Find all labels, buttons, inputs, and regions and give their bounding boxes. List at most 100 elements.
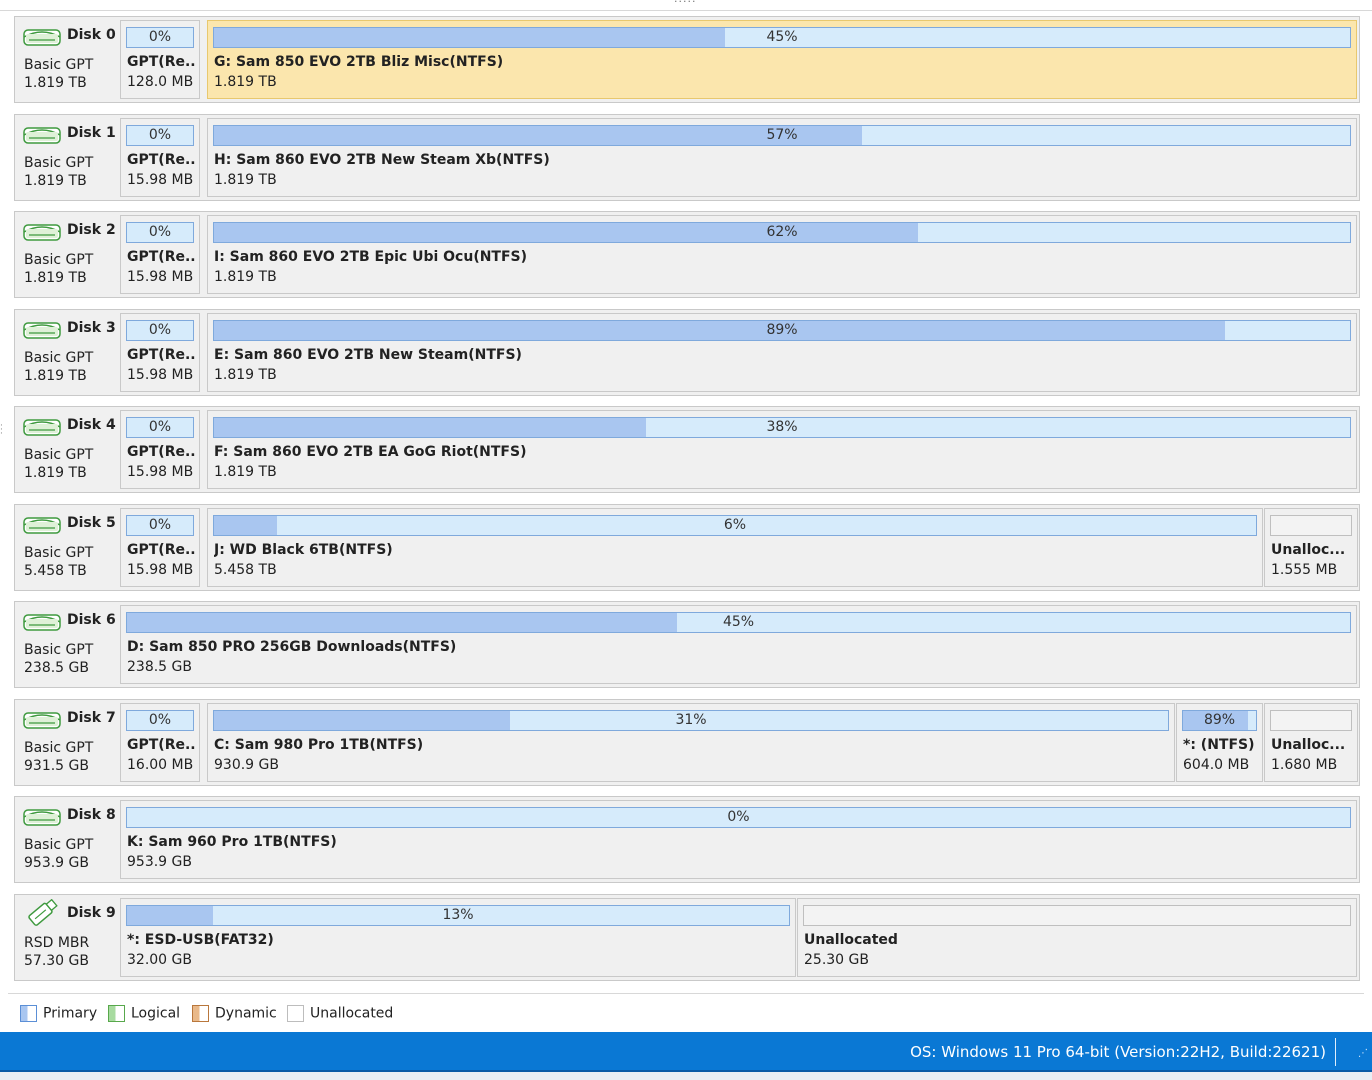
partition-size: 16.00 MB xyxy=(127,756,194,773)
usage-percent: 0% xyxy=(148,711,172,728)
partition-label: I: Sam 860 EVO 2TB Epic Ubi Ocu(NTFS) xyxy=(214,249,528,265)
disk-info[interactable]: Disk 1 Basic GPT 1.819 TB xyxy=(15,115,119,200)
partition-size: 15.98 MB xyxy=(127,561,194,578)
partition-size: 15.98 MB xyxy=(127,464,194,480)
partition-block[interactable]: 0% GPT(Re... 15.98 MB xyxy=(120,215,200,294)
disk-type: Basic GPT xyxy=(24,447,94,463)
partition-size: 1.819 TB xyxy=(214,269,277,285)
disk-name: Disk 4 xyxy=(67,417,116,433)
disk-info[interactable]: Disk 7 Basic GPT 931.5 GB xyxy=(15,700,119,785)
partition-block[interactable]: 13% *: ESD-USB(FAT32) 32.00 GB xyxy=(120,897,796,977)
usage-bar-fill xyxy=(127,905,214,925)
disk-type: Basic GPT xyxy=(24,154,94,171)
partition-block[interactable]: 62% I: Sam 860 EVO 2TB Epic Ubi Ocu(NTFS)… xyxy=(207,215,1357,294)
legend-item: Logical xyxy=(108,1005,180,1025)
partition-size: 1.555 MB xyxy=(1271,561,1338,578)
usage-percent: 89% xyxy=(1203,711,1236,728)
partition-block[interactable]: 45% G: Sam 850 EVO 2TB Bliz Misc(NTFS) 1.8… xyxy=(207,20,1357,99)
disk-size: 57.30 GB xyxy=(24,952,89,969)
partition-block[interactable]: 89% *: (NTFS) 604.0 MB xyxy=(1176,702,1263,782)
left-splitter-grip-icon[interactable]: · · · xyxy=(0,421,3,439)
hard-drive-icon xyxy=(23,805,61,827)
hard-drive-icon xyxy=(23,708,61,730)
disk-row[interactable]: Disk 8 Basic GPT 953.9 GB 0% K: Sam 960 Pro … xyxy=(14,796,1360,883)
partition-size: 930.9 GB xyxy=(214,756,279,773)
usage-bar-fill xyxy=(127,613,678,632)
legend-item: Unallocated xyxy=(287,1005,393,1025)
disk-row[interactable]: Disk 7 Basic GPT 931.5 GB 0% GPT(Re... 16.00 … xyxy=(14,698,1360,786)
partition-size: 953.9 GB xyxy=(127,854,192,870)
usage-percent: 0% xyxy=(148,321,172,338)
disk-info[interactable]: Disk 6 Basic GPT 238.5 GB xyxy=(15,602,119,687)
bottom-border xyxy=(0,1070,1372,1080)
partition-label: GPT(Re... xyxy=(127,151,195,168)
partition-block[interactable]: 0% K: Sam 960 Pro 1TB(NTFS) 953.9 GB xyxy=(120,800,1357,879)
partition-block[interactable]: 0% GPT(Re... 16.00 MB xyxy=(120,702,200,782)
os-info: OS: Windows 11 Pro 64-bit (Version:22H2,… xyxy=(910,1043,1326,1061)
partition-block[interactable]: 45% D: Sam 850 PRO 256GB Downloads(NTFS) 2… xyxy=(120,605,1357,684)
usage-percent: 0% xyxy=(727,809,750,825)
usage-percent: 62% xyxy=(766,224,798,240)
usage-percent: 0% xyxy=(148,126,172,143)
partition-size: 238.5 GB xyxy=(127,659,192,675)
usage-percent: 0% xyxy=(148,224,172,240)
disk-info[interactable]: Disk 3 Basic GPT 1.819 TB xyxy=(15,310,119,395)
disk-type: Basic GPT xyxy=(24,739,94,756)
usage-bar xyxy=(1270,514,1352,536)
legend-swatch xyxy=(108,1005,125,1022)
partition-block[interactable]: 89% E: Sam 860 EVO 2TB New Steam(NTFS) 1.8… xyxy=(207,312,1357,392)
partition-label: GPT(Re... xyxy=(127,444,195,460)
resize-grip-icon[interactable]: ⋰ xyxy=(1358,1048,1368,1059)
partition-block[interactable]: 0% GPT(Re... 128.0 MB xyxy=(120,20,200,99)
disk-row[interactable]: Disk 6 Basic GPT 238.5 GB 45% D: Sam 850 PRO… xyxy=(14,601,1360,688)
partition-label: Unallocated xyxy=(804,931,898,948)
partition-size: 15.98 MB xyxy=(127,171,194,188)
disk-row[interactable]: Disk 0 Basic GPT 1.819 TB 0% GPT(Re... 128.0 … xyxy=(14,16,1360,103)
usage-bar: 38% xyxy=(213,417,1351,438)
usage-bar: 0% xyxy=(126,417,194,438)
disk-name: Disk 2 xyxy=(67,222,116,238)
unallocated-partition[interactable]: Unalloc... 1.680 MB xyxy=(1264,702,1358,782)
usage-bar: 62% xyxy=(213,222,1351,243)
legend-swatch xyxy=(20,1005,37,1022)
disk-info[interactable]: Disk 9 RSD MBR 57.30 GB xyxy=(15,895,119,980)
unallocated-partition[interactable]: Unallocated 25.30 GB xyxy=(797,897,1357,977)
partition-label: *: (NTFS) xyxy=(1183,736,1255,753)
partition-block[interactable]: 0% GPT(Re... 15.98 MB xyxy=(120,410,200,489)
partition-block[interactable]: 6% J: WD Black 6TB(NTFS) 5.458 TB xyxy=(207,507,1263,587)
disk-size: 1.819 TB xyxy=(24,465,87,481)
partition-block[interactable]: 0% GPT(Re... 15.98 MB xyxy=(120,117,200,197)
disk-info[interactable]: Disk 2 Basic GPT 1.819 TB xyxy=(15,212,119,297)
disk-row[interactable]: Disk 4 Basic GPT 1.819 TB 0% GPT(Re... 15.98 … xyxy=(14,406,1360,493)
unallocated-partition[interactable]: Unalloc... 1.555 MB xyxy=(1264,507,1358,587)
usage-bar: 0% xyxy=(126,124,194,146)
partition-block[interactable]: 0% GPT(Re... 15.98 MB xyxy=(120,312,200,392)
partition-block[interactable]: 31% C: Sam 980 Pro 1TB(NTFS) 930.9 GB xyxy=(207,702,1175,782)
disk-info[interactable]: Disk 5 Basic GPT 5.458 TB xyxy=(15,505,119,590)
partition-block[interactable]: 0% GPT(Re... 15.98 MB xyxy=(120,507,200,587)
usage-percent: 13% xyxy=(442,906,474,923)
partition-label: GPT(Re... xyxy=(127,541,195,558)
disk-info[interactable]: Disk 4 Basic GPT 1.819 TB xyxy=(15,407,119,492)
disk-info[interactable]: Disk 8 Basic GPT 953.9 GB xyxy=(15,797,119,882)
usage-bar: 45% xyxy=(213,27,1351,48)
disk-row[interactable]: Disk 3 Basic GPT 1.819 TB 0% GPT(Re... 15.98 … xyxy=(14,308,1360,396)
partition-block[interactable]: 38% F: Sam 860 EVO 2TB EA GoG Riot(NTFS) 1… xyxy=(207,410,1357,489)
disk-row[interactable]: Disk 1 Basic GPT 1.819 TB 0% GPT(Re... 15.98 … xyxy=(14,113,1360,201)
usage-bar-fill xyxy=(214,320,1226,340)
disk-name: Disk 9 xyxy=(67,904,116,921)
partition-label: GPT(Re... xyxy=(127,54,195,70)
disk-info[interactable]: Disk 0 Basic GPT 1.819 TB xyxy=(15,17,119,102)
disk-row[interactable]: Disk 2 Basic GPT 1.819 TB 0% GPT(Re... 15.98 … xyxy=(14,211,1360,298)
disk-row[interactable]: Disk 5 Basic GPT 5.458 TB 0% GPT(Re... 15.98 … xyxy=(14,503,1360,591)
legend-label: Logical xyxy=(131,1005,181,1022)
partition-block[interactable]: 57% H: Sam 860 EVO 2TB New Steam Xb(NTFS)… xyxy=(207,117,1357,197)
usage-bar: 89% xyxy=(213,319,1351,341)
disk-row[interactable]: Disk 9 RSD MBR 57.30 GB 13% *: ESD-USB(FAT32… xyxy=(14,893,1360,981)
partition-label: H: Sam 860 EVO 2TB New Steam Xb(NTFS) xyxy=(214,151,550,168)
disk-size: 1.819 TB xyxy=(24,172,87,189)
usage-percent: 0% xyxy=(148,419,172,435)
top-splitter[interactable]: ..... xyxy=(0,0,1372,11)
disk-type: Basic GPT xyxy=(24,642,94,658)
usage-bar: 57% xyxy=(213,124,1351,146)
